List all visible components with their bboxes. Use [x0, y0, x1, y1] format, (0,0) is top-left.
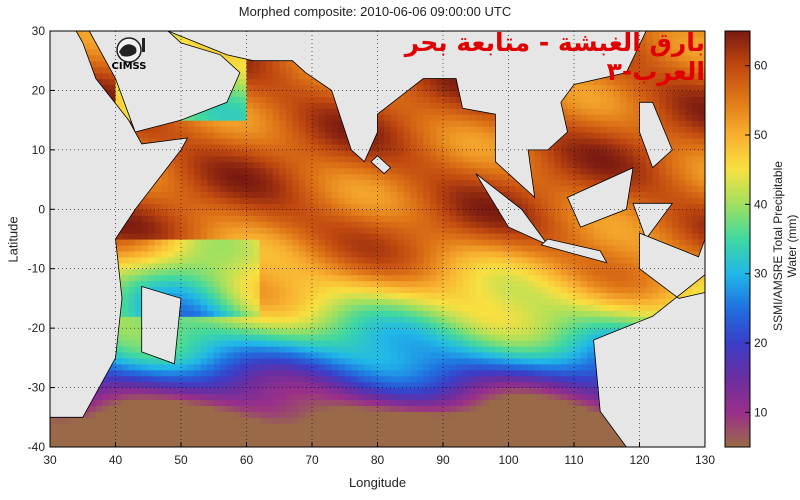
x-tick-label: 120: [629, 453, 649, 467]
x-tick-label: 80: [371, 453, 385, 467]
colorbar-tick-label: 50: [754, 128, 768, 142]
y-tick-label: -20: [28, 321, 46, 335]
y-tick-label: -40: [28, 440, 46, 454]
cimss-logo: CIMSS: [102, 36, 156, 74]
x-tick-label: 100: [498, 453, 518, 467]
y-tick-label: -30: [28, 381, 46, 395]
y-tick-label: 10: [32, 143, 46, 157]
colorbar: [725, 31, 750, 447]
y-tick-label: -10: [28, 262, 46, 276]
y-tick-label: 30: [32, 24, 46, 38]
colorbar-tick-label: 30: [754, 267, 768, 281]
y-tick-label: 20: [32, 83, 46, 97]
land-polygon: [142, 287, 181, 364]
x-tick-label: 110: [564, 453, 583, 467]
colorbar-label: SSMI/AMSRE Total Precipitable Water (mm): [771, 146, 799, 346]
x-tick-label: 30: [43, 453, 57, 467]
arabic-overlay-title: بارق الغبشة - متابعة بحر العرب-٣: [300, 28, 705, 86]
y-tick-label: 0: [38, 202, 45, 216]
chart-title: Morphed composite: 2010-06-06 09:00:00 U…: [0, 4, 750, 19]
x-axis-label: Longitude: [50, 475, 705, 490]
logo-text: CIMSS: [102, 61, 156, 72]
x-tick-label: 90: [436, 453, 450, 467]
x-tick-label: 60: [240, 453, 254, 467]
x-tick-label: 40: [109, 453, 123, 467]
colorbar-tick-label: 60: [754, 59, 768, 73]
colorbar-tick-label: 40: [754, 197, 768, 211]
x-tick-label: 70: [305, 453, 319, 467]
y-axis-label: Latitude: [6, 205, 21, 275]
x-tick-label: 130: [695, 453, 715, 467]
x-tick-label: 50: [174, 453, 188, 467]
colorbar-tick-label: 20: [754, 336, 768, 350]
colorbar-tick-label: 10: [754, 405, 768, 419]
